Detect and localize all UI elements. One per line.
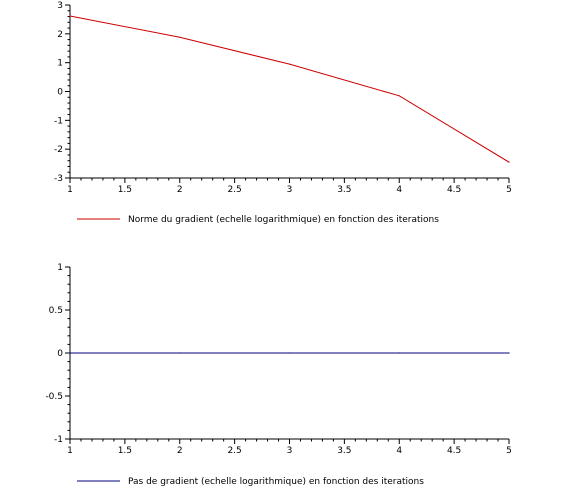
data-point [288, 352, 291, 354]
legend-label: Norme du gradient (echelle logarithmique… [128, 215, 439, 225]
x-tick-label: 3 [287, 185, 293, 195]
x-tick-label: 2.5 [227, 185, 241, 195]
data-point [288, 63, 291, 65]
x-tick-label: 4 [396, 185, 402, 195]
x-tick-label: 2.5 [227, 446, 241, 456]
x-tick-label: 3.5 [337, 185, 351, 195]
x-tick-label: 5 [506, 185, 512, 195]
y-tick-label: 0 [57, 88, 63, 98]
x-tick-label: 2 [177, 446, 183, 456]
data-point [508, 161, 510, 163]
x-tick-label: 1.5 [118, 185, 132, 195]
data-point [69, 15, 71, 17]
data-point [179, 352, 181, 354]
data-point [179, 36, 181, 38]
top-chart: 1 1.5 2 2.5 3 3.5 4 4.5 5 -3 -2 -1 0 1 2 3 Norme du grad… [54, 1, 512, 225]
y-tick-label: -2 [54, 145, 63, 155]
x-tick-label: 2 [177, 185, 183, 195]
bottom-chart: 1 1.5 2 2.5 3 3.5 4 4.5 5 -1 -0.5 0 0.5 1 Pas de gradi… [45, 263, 511, 487]
y-tick-label: 3 [57, 1, 63, 11]
x-tick-label: 5 [506, 446, 512, 456]
y-tick-label: -1 [54, 435, 63, 445]
y-tick-label: 0.5 [49, 306, 63, 316]
y-tick-label: -3 [54, 174, 63, 184]
series-line [69, 15, 510, 163]
x-tick-label: 1.5 [118, 446, 132, 456]
x-tick-label: 1 [67, 185, 73, 195]
data-point [69, 352, 71, 354]
x-tick-label: 1 [67, 446, 73, 456]
x-tick-label: 3.5 [337, 446, 351, 456]
x-tick-label: 4.5 [447, 185, 461, 195]
y-tick-label: 1 [57, 59, 63, 69]
y-tick-label: -0.5 [45, 392, 63, 402]
x-tick-label: 4.5 [447, 446, 461, 456]
data-point [508, 352, 510, 354]
x-tick-label: 4 [396, 446, 402, 456]
data-point [398, 95, 400, 97]
data-point [398, 352, 400, 354]
legend-label: Pas de gradient (echelle logarithmique) … [128, 477, 424, 487]
y-tick-label: 1 [57, 263, 63, 273]
x-tick-label: 3 [287, 446, 293, 456]
y-tick-label: -1 [54, 116, 63, 126]
y-tick-label: 2 [57, 30, 63, 40]
y-tick-label: 0 [57, 349, 63, 359]
